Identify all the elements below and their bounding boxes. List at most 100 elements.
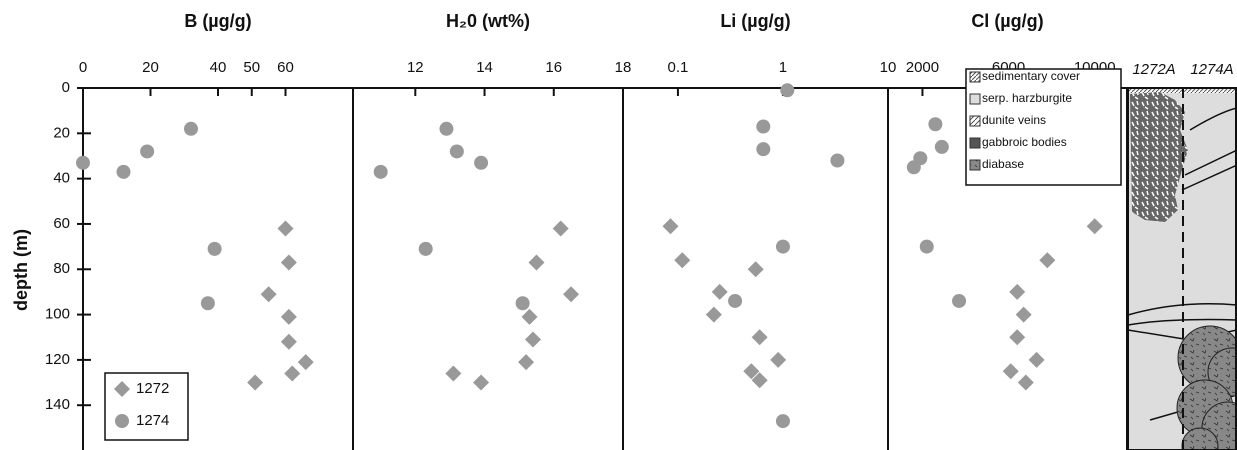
x-tick-label: 10 [880, 59, 897, 76]
diamond-marker [1017, 374, 1034, 391]
diamond-marker [1028, 351, 1045, 368]
hole-label: 1272A [1132, 61, 1175, 78]
circle-marker [906, 160, 921, 175]
circle-marker [373, 164, 388, 179]
diamond-marker [751, 329, 768, 346]
x-tick-label: 2000 [906, 59, 939, 76]
circle-marker [418, 241, 433, 256]
legend-label: sedimentary cover [982, 69, 1080, 83]
diamond-marker [280, 333, 297, 350]
diamond-marker [662, 218, 679, 235]
diamond-marker [277, 220, 294, 237]
circle-marker [728, 293, 743, 308]
diamond-marker [297, 354, 314, 371]
circle-marker [200, 296, 215, 311]
circle-marker [116, 164, 131, 179]
lithology-legend: sedimentary cover serp. harzburgite duni… [965, 68, 1122, 186]
y-tick-label: 140 [45, 396, 70, 413]
legend-label: diabase [982, 157, 1024, 171]
x-tick-label: 0.1 [667, 59, 688, 76]
diamond-marker [525, 331, 541, 348]
circle-marker [115, 414, 129, 428]
x-tick-label: 20 [142, 59, 159, 76]
diamond-marker [473, 374, 490, 391]
legend-label: serp. harzburgite [982, 91, 1072, 105]
diamond-marker [1002, 363, 1019, 380]
diamond-marker [114, 381, 130, 397]
diamond-marker [521, 308, 538, 325]
legend-box [104, 372, 189, 441]
circle-marker [756, 119, 771, 134]
panel-title: Li (µg/g) [720, 11, 790, 31]
gabbroic-body [1130, 92, 1188, 222]
circle-marker [207, 241, 222, 256]
diamond-marker [711, 283, 728, 300]
diamond-marker [563, 286, 580, 303]
diamond-marker [743, 363, 760, 380]
swatch [969, 115, 981, 127]
y-tick-label: 120 [45, 351, 70, 368]
circle-marker [775, 239, 790, 254]
diamond-marker [280, 308, 297, 325]
diamond-marker [518, 354, 535, 371]
swatch [969, 71, 981, 83]
circle-marker [952, 293, 967, 308]
diamond-marker [1086, 218, 1103, 235]
x-tick-label: 12 [407, 59, 424, 76]
diamond-marker [260, 286, 277, 303]
diamond-marker [674, 252, 691, 269]
x-tick-label: 40 [210, 59, 227, 76]
panel-title: B (µg/g) [184, 11, 251, 31]
x-tick-label: 14 [476, 59, 493, 76]
diamond-marker [770, 351, 787, 368]
legend-label: 1272 [136, 380, 169, 397]
y-tick-label: 40 [53, 170, 70, 187]
x-tick-label: 0 [79, 59, 87, 76]
diamond-marker [247, 374, 264, 391]
circle-marker [439, 121, 454, 136]
diamond-marker [747, 261, 764, 278]
swatch [969, 137, 981, 149]
circle-marker [928, 117, 943, 132]
diamond-marker [284, 365, 301, 382]
diabase [1176, 325, 1237, 450]
circle-marker [515, 296, 530, 311]
diamond-marker [552, 220, 569, 237]
legend-box [965, 68, 1122, 186]
y-axis-title: depth (m) [11, 229, 31, 311]
x-tick-label: 18 [615, 59, 632, 76]
diamond-marker [1009, 283, 1026, 300]
circle-marker [775, 414, 790, 429]
circle-marker [830, 153, 845, 168]
y-tick-label: 80 [53, 260, 70, 277]
x-tick-label: 60 [277, 59, 294, 76]
y-tick-label: 100 [45, 306, 70, 323]
column-frame [1127, 87, 1237, 450]
x-tick-label: 50 [243, 59, 260, 76]
y-tick-label: 0 [62, 79, 70, 96]
diamond-marker [705, 306, 722, 323]
diamond-marker [1039, 252, 1056, 269]
circle-marker [474, 155, 489, 170]
diamond-marker [1015, 306, 1032, 323]
circle-marker [140, 144, 155, 159]
circle-marker [76, 155, 90, 170]
panel-title: H₂0 (wt%) [446, 11, 530, 31]
plots: 0 20 40 60 80 100 120 140 B (µg/g) 0 20 40 50 60 H₂0 (… [45, 11, 1128, 450]
diamond-marker [445, 365, 462, 382]
circle-marker [184, 121, 198, 136]
hole-label: 1274A [1190, 61, 1233, 78]
legend-label: gabbroic bodies [982, 135, 1067, 149]
circle-marker [780, 83, 795, 98]
legend-label: 1274 [136, 412, 169, 429]
circle-marker [449, 144, 464, 159]
y-tick-label: 60 [53, 215, 70, 232]
x-tick-label: 16 [545, 59, 562, 76]
swatch [969, 159, 981, 171]
legend-label: dunite veins [982, 113, 1046, 127]
diamond-marker [280, 254, 297, 271]
circle-marker [934, 139, 949, 154]
swatch [969, 93, 981, 105]
lithology-column: 1272A 1274A [1127, 61, 1237, 450]
